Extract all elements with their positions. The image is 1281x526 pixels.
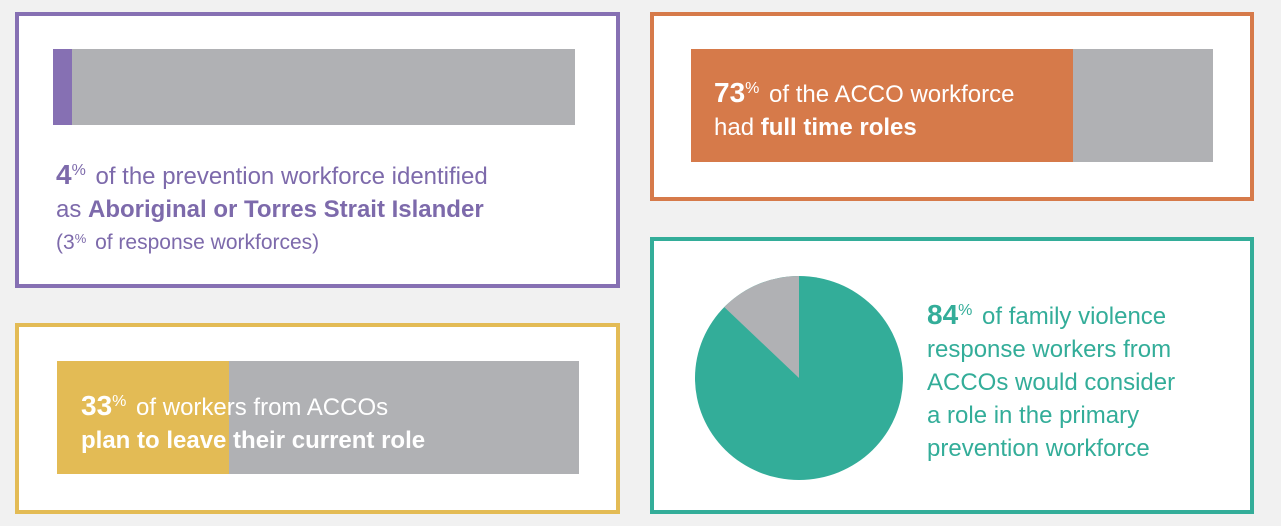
stat-value: 33 — [81, 390, 113, 421]
consider-pie-chart — [695, 276, 903, 480]
aboriginal-stat-text: 4% of the prevention workforce identifie… — [56, 159, 488, 254]
consider-stat-text: 84% of family violence response workers … — [927, 299, 1176, 462]
leave-bar — [57, 361, 579, 474]
stat-value: 84 — [927, 299, 959, 330]
leave-bar-fill — [57, 361, 229, 474]
consider-stat-card: 84% of family violence response workers … — [650, 237, 1254, 514]
fulltime-bar — [691, 49, 1213, 162]
leave-stat-card: 33% of workers from ACCOs plan to leave … — [15, 323, 620, 514]
aboriginal-bar-fill — [53, 49, 72, 125]
aboriginal-bar — [53, 49, 575, 125]
aboriginal-stat-card: 4% of the prevention workforce identifie… — [15, 12, 620, 288]
fulltime-bar-fill — [691, 49, 1073, 162]
leave-stat-text: 33% of workers from ACCOs plan to leave … — [81, 390, 426, 454]
fulltime-stat-card: 73% of the ACCO workforce had full time … — [650, 12, 1254, 201]
fulltime-stat-text: 73% of the ACCO workforce had full time … — [714, 77, 1015, 141]
stat-value: 4 — [56, 159, 72, 190]
stat-value: 73 — [714, 77, 746, 108]
